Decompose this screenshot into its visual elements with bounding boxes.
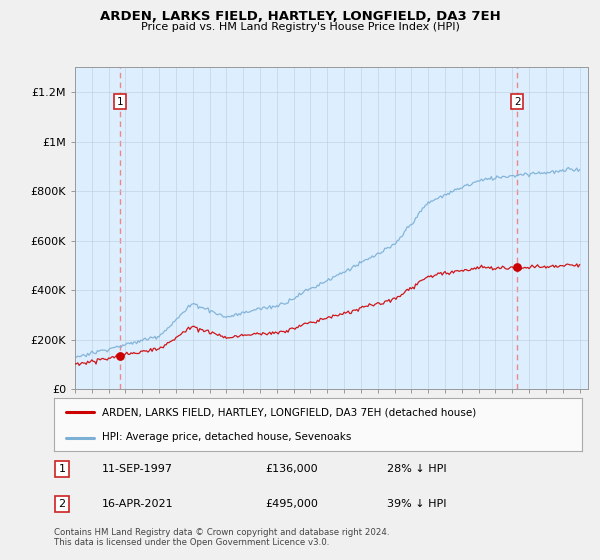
Text: 39% ↓ HPI: 39% ↓ HPI — [386, 499, 446, 509]
Text: Contains HM Land Registry data © Crown copyright and database right 2024.
This d: Contains HM Land Registry data © Crown c… — [54, 528, 389, 547]
Text: Price paid vs. HM Land Registry's House Price Index (HPI): Price paid vs. HM Land Registry's House … — [140, 22, 460, 32]
Text: 28% ↓ HPI: 28% ↓ HPI — [386, 464, 446, 474]
Text: HPI: Average price, detached house, Sevenoaks: HPI: Average price, detached house, Seve… — [101, 432, 351, 442]
Text: 2: 2 — [514, 97, 521, 107]
Point — [512, 262, 522, 271]
Text: ARDEN, LARKS FIELD, HARTLEY, LONGFIELD, DA3 7EH (detached house): ARDEN, LARKS FIELD, HARTLEY, LONGFIELD, … — [101, 408, 476, 418]
Text: 2: 2 — [58, 499, 65, 509]
Text: 1: 1 — [117, 97, 124, 107]
Text: £495,000: £495,000 — [265, 499, 318, 509]
Text: 16-APR-2021: 16-APR-2021 — [101, 499, 173, 509]
Point — [116, 351, 125, 360]
Text: 1: 1 — [58, 464, 65, 474]
Text: ARDEN, LARKS FIELD, HARTLEY, LONGFIELD, DA3 7EH: ARDEN, LARKS FIELD, HARTLEY, LONGFIELD, … — [100, 10, 500, 23]
Text: 11-SEP-1997: 11-SEP-1997 — [101, 464, 173, 474]
Text: £136,000: £136,000 — [265, 464, 318, 474]
